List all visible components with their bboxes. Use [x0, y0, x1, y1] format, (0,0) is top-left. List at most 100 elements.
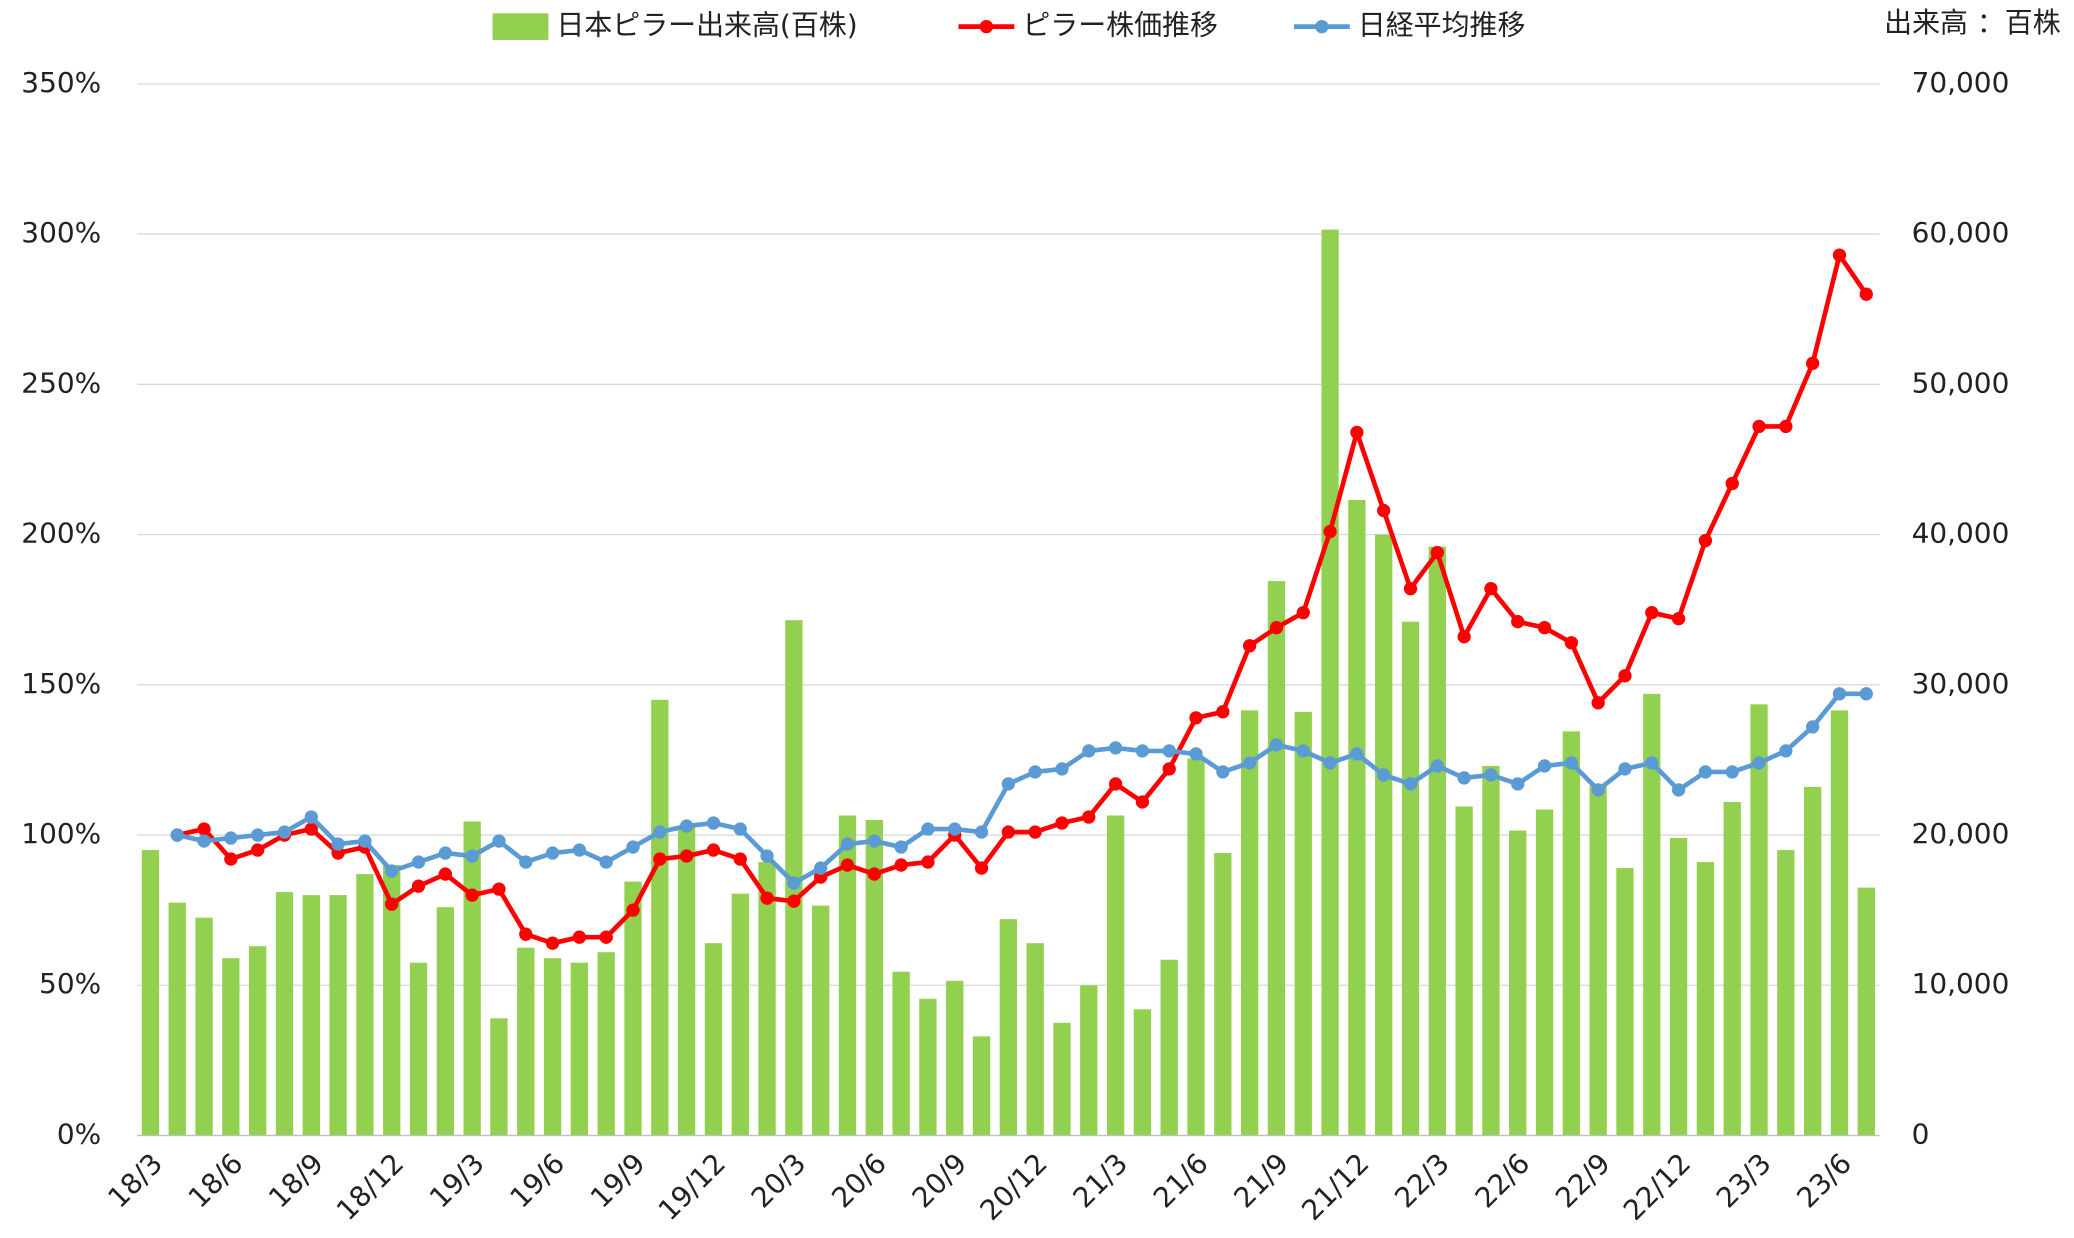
legend-marker [979, 19, 994, 34]
marker [840, 837, 855, 851]
legend-label: 日本ピラー出来高(百株) [556, 9, 857, 42]
x-tick-label: 23/6 [1790, 1147, 1858, 1215]
bar [1723, 801, 1741, 1136]
x-tick-label: 18/9 [262, 1147, 330, 1215]
marker [1028, 765, 1042, 779]
marker [385, 864, 399, 878]
marker [733, 822, 747, 836]
bar [222, 958, 240, 1136]
marker [438, 867, 452, 881]
marker [599, 930, 613, 944]
marker [974, 825, 989, 839]
bar [543, 958, 562, 1136]
marker [197, 834, 211, 848]
bar [141, 850, 160, 1136]
bar [838, 815, 857, 1136]
marker [1269, 621, 1284, 635]
marker [1350, 425, 1364, 440]
x-tick-label: 20/6 [825, 1147, 893, 1215]
bar [972, 1036, 991, 1136]
bar [1482, 765, 1500, 1136]
marker [572, 843, 587, 857]
bar [1643, 693, 1661, 1136]
bar [1455, 806, 1473, 1136]
y2-tick-label: 60,000 [1912, 216, 2010, 249]
marker [1618, 669, 1632, 683]
marker [814, 861, 828, 875]
marker [1242, 639, 1257, 653]
bar [677, 826, 696, 1136]
marker [1028, 825, 1042, 839]
bar [302, 895, 320, 1136]
marker [1135, 795, 1150, 809]
marker [1323, 756, 1337, 770]
annotation: 出来高 ：百株 [1884, 6, 2061, 39]
marker [1055, 816, 1069, 830]
x-tick-label: 18/6 [182, 1147, 250, 1215]
x-tick-label: 21/12 [1295, 1147, 1375, 1227]
marker [1698, 765, 1713, 779]
marker [224, 852, 238, 866]
marker [1645, 756, 1659, 770]
bar [1804, 786, 1822, 1136]
marker [1216, 705, 1230, 719]
marker [679, 819, 694, 833]
marker [1805, 720, 1820, 734]
marker [1752, 756, 1766, 770]
marker [626, 903, 640, 917]
marker [1805, 356, 1820, 370]
y2-tick-label: 40,000 [1912, 517, 2010, 550]
marker [653, 852, 667, 866]
marker [840, 858, 855, 872]
marker [1296, 744, 1310, 758]
marker [170, 828, 184, 842]
marker [1162, 762, 1176, 776]
line [176, 691, 1867, 886]
marker [1108, 741, 1123, 755]
y-tick-label: 350% [21, 66, 101, 99]
y-tick-label: 200% [21, 517, 101, 550]
bar [1106, 815, 1125, 1136]
x-tick-label: 21/3 [1066, 1147, 1134, 1215]
bar [570, 962, 589, 1136]
bar [1562, 731, 1581, 1136]
bar [704, 943, 723, 1136]
marker [1671, 783, 1686, 797]
marker [358, 834, 372, 848]
marker [1457, 771, 1471, 785]
bar [812, 905, 830, 1136]
y2-tick-label: 10,000 [1912, 967, 2010, 1000]
marker [545, 846, 560, 860]
x-tick-label: 19/3 [423, 1147, 491, 1215]
marker [1082, 744, 1096, 758]
marker [1645, 606, 1659, 620]
marker [1832, 687, 1847, 701]
marker [385, 897, 399, 911]
bar [999, 919, 1018, 1136]
marker [867, 834, 881, 848]
marker [760, 891, 774, 905]
marker [1189, 747, 1203, 761]
y2-tick-label: 0 [1912, 1117, 1930, 1150]
bar [1830, 710, 1849, 1136]
x-tick-label: 22/9 [1549, 1147, 1617, 1215]
marker [1216, 765, 1230, 779]
marker [1698, 533, 1713, 548]
bar [329, 895, 347, 1136]
bar [249, 946, 267, 1136]
y2-tick-label: 50,000 [1912, 366, 2010, 399]
marker [1537, 759, 1552, 773]
x-tick-label: 20/9 [906, 1147, 974, 1215]
marker [626, 840, 640, 854]
marker [867, 867, 881, 881]
marker [787, 876, 801, 890]
marker [1430, 545, 1444, 560]
marker [1001, 825, 1016, 839]
marker [1001, 777, 1016, 791]
marker [1403, 581, 1418, 596]
y-tick-label: 150% [21, 667, 101, 700]
marker [1564, 636, 1579, 650]
x-tick-label: 18/3 [101, 1147, 169, 1215]
y-tick-label: 250% [21, 366, 101, 399]
marker [1564, 756, 1579, 770]
